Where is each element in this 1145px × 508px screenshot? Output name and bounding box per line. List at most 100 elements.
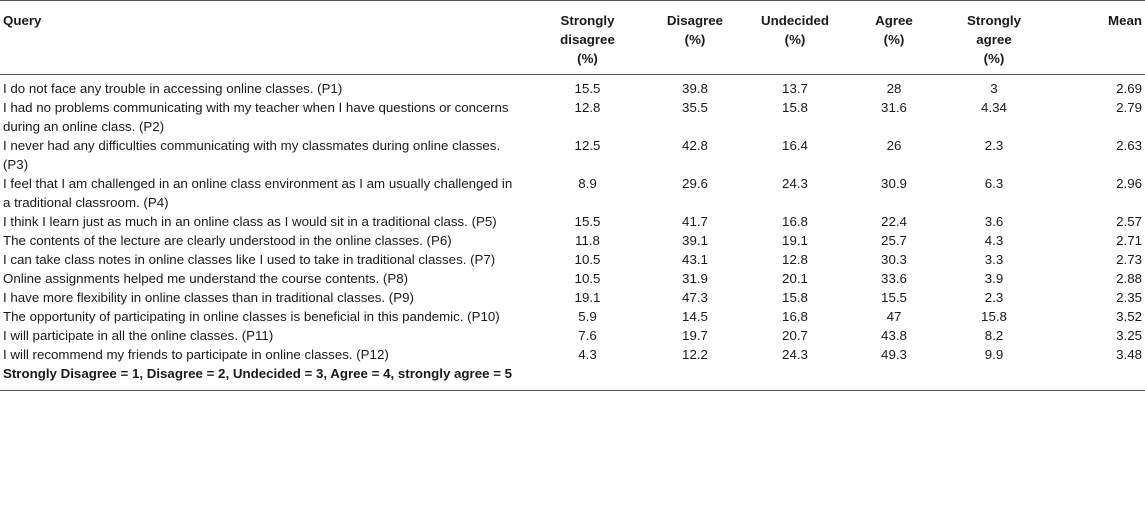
cell-strongly-disagree: 4.3	[578, 347, 597, 362]
cell-strongly-disagree: 10.5	[574, 271, 601, 286]
table-header: Query Strongly disagree (%) Disagree (%)…	[0, 0, 1145, 75]
cell-mean: 2.73	[1116, 252, 1142, 267]
cell-strongly-disagree: 10.5	[574, 252, 601, 267]
header-agree: Agree (%)	[845, 0, 943, 75]
cell-undecided: 20.7	[782, 328, 808, 343]
cell-mean: 2.88	[1116, 271, 1142, 286]
cell-query: I feel that I am challenged in an online…	[3, 176, 513, 210]
cell-undecided: 16.8	[782, 214, 808, 229]
table-footer: Strongly Disagree = 1, Disagree = 2, Und…	[0, 364, 1145, 391]
table-row: I think I learn just as much in an onlin…	[0, 212, 1145, 231]
cell-strongly-agree: 2.3	[984, 290, 1004, 305]
cell-undecided: 24.3	[782, 347, 808, 362]
cell-agree: 26	[886, 138, 902, 153]
cell-strongly-agree: 9.9	[984, 347, 1004, 362]
cell-mean: 3.25	[1116, 328, 1142, 343]
header-strongly-disagree-line1: Strongly	[560, 13, 615, 28]
cell-query: I will participate in all the online cla…	[3, 328, 274, 343]
cell-strongly-disagree: 11.8	[575, 233, 600, 248]
cell-agree: 43.8	[881, 328, 907, 343]
cell-mean: 2.35	[1116, 290, 1142, 305]
cell-undecided: 16.4	[782, 138, 808, 153]
cell-agree: 31.6	[881, 100, 907, 115]
cell-strongly-agree: 3.3	[984, 252, 1004, 267]
cell-disagree: 42.8	[682, 138, 708, 153]
cell-query: The contents of the lecture are clearly …	[3, 233, 452, 248]
cell-mean: 2.71	[1116, 233, 1142, 248]
cell-query: I have more flexibility in online classe…	[3, 290, 414, 305]
cell-agree: 47	[886, 309, 902, 324]
cell-undecided: 24.3	[782, 176, 808, 191]
header-strongly-agree: Strongly agree (%)	[943, 0, 1045, 75]
header-mean: Mean	[1045, 0, 1145, 75]
header-strongly-agree-line3: (%)	[983, 51, 1005, 66]
table-row: I will recommend my friends to participa…	[0, 345, 1145, 364]
cell-undecided: 15.8	[782, 100, 808, 115]
cell-strongly-disagree: 12.5	[574, 138, 601, 153]
cell-query: I never had any difficulties communicati…	[3, 138, 501, 172]
cell-strongly-agree: 4.3	[984, 233, 1004, 248]
header-strongly-agree-line1: Strongly	[967, 13, 1021, 28]
table-row: I feel that I am challenged in an online…	[0, 174, 1145, 212]
cell-mean: 3.52	[1116, 309, 1142, 324]
cell-undecided: 15.8	[782, 290, 808, 305]
header-strongly-agree-line2: agree	[976, 32, 1012, 47]
cell-strongly-agree: 6.3	[984, 176, 1004, 191]
cell-strongly-agree: 3	[990, 81, 998, 96]
cell-undecided: 16.8	[782, 309, 808, 324]
cell-mean: 3.48	[1116, 347, 1142, 362]
cell-strongly-disagree: 7.6	[578, 328, 597, 343]
cell-disagree: 35.5	[682, 100, 708, 115]
cell-strongly-disagree: 8.9	[578, 176, 597, 191]
cell-disagree: 47.3	[682, 290, 708, 305]
cell-mean: 2.69	[1116, 81, 1142, 96]
header-disagree-line1: Disagree	[666, 13, 724, 28]
cell-strongly-agree: 3.6	[984, 214, 1004, 229]
cell-agree: 15.5	[881, 290, 907, 305]
cell-strongly-agree: 4.34	[981, 100, 1007, 115]
cell-disagree: 12.2	[682, 347, 708, 362]
cell-mean: 2.57	[1116, 214, 1142, 229]
cell-query: I can take class notes in online classes…	[3, 252, 496, 267]
cell-agree: 30.3	[881, 252, 907, 267]
cell-agree: 22.4	[881, 214, 907, 229]
cell-query: I will recommend my friends to participa…	[3, 347, 389, 362]
header-agree-line1: Agree	[875, 13, 913, 28]
cell-undecided: 13.7	[782, 81, 808, 96]
table-row: The contents of the lecture are clearly …	[0, 231, 1145, 250]
table-row: Online assignments helped me understand …	[0, 269, 1145, 288]
cell-disagree: 19.7	[682, 328, 708, 343]
table-row: The opportunity of participating in onli…	[0, 307, 1145, 326]
cell-mean: 2.63	[1116, 138, 1142, 153]
cell-strongly-disagree: 5.9	[578, 309, 597, 324]
cell-agree: 49.3	[881, 347, 907, 362]
cell-strongly-disagree: 15.5	[574, 214, 601, 229]
cell-undecided: 12.8	[782, 252, 808, 267]
cell-query: I had no problems communicating with my …	[3, 100, 509, 134]
cell-disagree: 39.8	[682, 81, 708, 96]
cell-strongly-disagree: 15.5	[574, 81, 601, 96]
cell-strongly-agree: 3.9	[984, 271, 1004, 286]
cell-query: I do not face any trouble in accessing o…	[3, 81, 343, 96]
cell-query: The opportunity of participating in onli…	[3, 309, 500, 324]
cell-strongly-agree: 15.8	[981, 309, 1007, 324]
cell-strongly-agree: 2.3	[984, 138, 1004, 153]
header-query: Query	[0, 0, 530, 75]
table-row: I had no problems communicating with my …	[0, 98, 1145, 136]
header-agree-line2: (%)	[883, 32, 905, 47]
cell-agree: 28	[886, 81, 902, 96]
header-strongly-disagree-line3: (%)	[577, 51, 598, 66]
cell-disagree: 41.7	[682, 214, 708, 229]
scale-footnote: Strongly Disagree = 1, Disagree = 2, Und…	[0, 364, 1145, 391]
cell-strongly-agree: 8.2	[984, 328, 1004, 343]
table-row: I do not face any trouble in accessing o…	[0, 75, 1145, 99]
header-disagree-line2: (%)	[684, 32, 706, 47]
table-row: I have more flexibility in online classe…	[0, 288, 1145, 307]
header-undecided: Undecided (%)	[745, 0, 845, 75]
table-row: I never had any difficulties communicati…	[0, 136, 1145, 174]
header-strongly-disagree-line2: disagree	[560, 32, 615, 47]
cell-mean: 2.96	[1116, 176, 1142, 191]
table-body: I do not face any trouble in accessing o…	[0, 75, 1145, 365]
cell-disagree: 14.5	[682, 309, 708, 324]
